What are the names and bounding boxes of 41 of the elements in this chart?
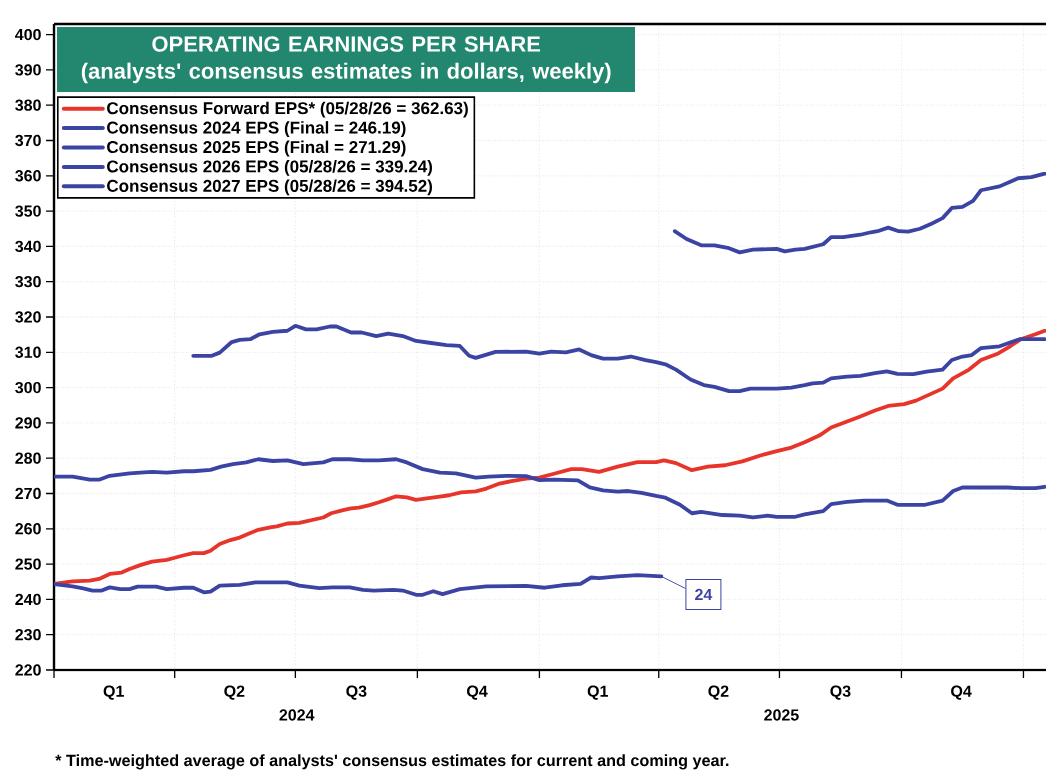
y-tick-label: 400	[15, 28, 41, 41]
y-tick-label: 220	[15, 664, 41, 676]
legend-label: Consensus 2025 EPS (Final = 271.29)	[107, 140, 406, 157]
x-tick-label: Q1	[587, 685, 608, 700]
x-tick-label: Q4	[951, 685, 972, 700]
text: 2024	[279, 709, 315, 721]
x-tick-label: Q1	[103, 685, 124, 700]
y-tick-label: 230	[15, 629, 41, 641]
y-tick-label: 280	[15, 452, 41, 464]
text: 2025	[764, 709, 799, 721]
x-tick-label: Q3	[830, 685, 851, 700]
chart-title: OPERATING EARNINGS PER SHARE	[152, 36, 541, 52]
legend-label: Consensus 2026 EPS (05/28/26 = 339.24)	[107, 160, 433, 176]
x-tick-label: Q4	[467, 685, 488, 700]
line-series	[191, 323, 1046, 394]
y-tick-label: 240	[15, 593, 41, 606]
y-tick-label: 270	[15, 487, 41, 500]
line-series	[672, 171, 1046, 255]
text: * Time-weighted average of analysts' consensus estimates for current and coming year.	[55, 754, 729, 770]
legend-label: Consensus Forward EPS* (05/28/26 = 362.63)	[107, 101, 468, 118]
legend-label: Consensus 2024 EPS (Final = 246.19)	[107, 121, 406, 137]
text: (analysts' consensus estimates in dollars, weekly)	[81, 62, 611, 84]
x-tick-label: Q2	[224, 685, 245, 700]
y-tick-label: 360	[15, 170, 41, 182]
y-tick-label: 260	[15, 523, 41, 535]
y-tick-label: 380	[15, 99, 41, 111]
y-tick-label: 320	[15, 311, 41, 323]
y-tick-label: 370	[15, 134, 41, 147]
y-tick-label: 390	[15, 64, 41, 76]
y-tick-label: 350	[15, 205, 41, 217]
legend-label: Consensus 2027 EPS (05/28/26 = 394.52)	[107, 179, 433, 196]
y-tick-label: 340	[15, 240, 41, 253]
y-tick-label: 300	[15, 381, 41, 394]
y-tick-label: 290	[15, 417, 41, 429]
x-tick-label: Q3	[346, 685, 367, 700]
y-tick-label: 310	[15, 346, 41, 358]
x-tick-label: Q2	[708, 685, 729, 700]
line-series	[54, 328, 1046, 586]
y-tick-label: 250	[15, 558, 41, 570]
y-tick-label: 330	[15, 276, 41, 288]
annotation: 24	[695, 588, 713, 601]
